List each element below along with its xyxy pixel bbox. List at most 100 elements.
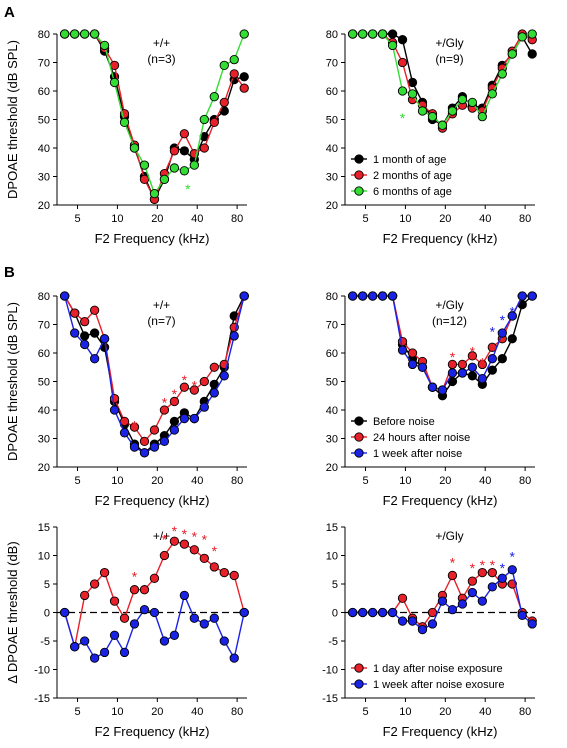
data-point-blue: [387, 291, 398, 301]
x-tick-label: 80: [231, 706, 243, 718]
y-tick-label: -5: [40, 636, 50, 648]
data-point-blue: [119, 647, 130, 658]
y-tick-label: 80: [326, 29, 338, 41]
data-point-blue: [99, 334, 110, 344]
x-axis-title: F2 Frequency (kHz): [383, 493, 498, 508]
data-point-red: [99, 567, 110, 578]
data-point-blue: [527, 619, 537, 629]
x-tick-label: 80: [519, 213, 531, 225]
data-point-red: [189, 385, 199, 395]
data-point-blue: [80, 339, 90, 350]
data-point-blue: [149, 607, 160, 618]
significance-star: *: [192, 529, 198, 545]
legend-marker: [354, 416, 364, 426]
data-point-blue: [487, 582, 497, 592]
significance-star: *: [510, 549, 516, 565]
x-tick-label: 20: [439, 213, 451, 225]
data-point-blue: [70, 328, 80, 338]
legend-label: Before noise: [373, 416, 435, 428]
y-tick-label: 80: [326, 291, 338, 303]
data-point-blue: [368, 607, 378, 618]
y-tick-label: 50: [38, 115, 50, 127]
series-line-red: [64, 540, 245, 647]
data-point-blue: [358, 291, 368, 301]
data-point-red: [477, 359, 487, 370]
x-tick-label: 40: [191, 475, 203, 487]
data-point-blue: [397, 616, 408, 626]
significance-star: *: [182, 372, 188, 388]
data-point-red: [129, 585, 140, 595]
x-tick-label: 20: [439, 475, 451, 487]
data-point-blue: [179, 590, 190, 601]
data-point-blue: [487, 354, 497, 364]
x-tick-label: 20: [151, 706, 163, 718]
data-point-blue: [407, 616, 418, 626]
data-point-red: [219, 567, 229, 578]
y-tick-label: -10: [322, 665, 338, 677]
data-point-blue: [219, 371, 229, 381]
data-point-green: [527, 29, 537, 39]
chart-panel-3: 20 30 40 50 60 70 80 5 10 20 40 80 F2 Frequency (kHz…: [5, 291, 249, 508]
significance-star: *: [500, 312, 506, 328]
data-point-blue: [467, 362, 478, 372]
chart-panel-1: 20 30 40 50 60 70 80 5 10 20 40 80 F2 Frequency (kHz…: [5, 29, 249, 246]
data-point-black: [407, 77, 418, 88]
x-axis-title: F2 Frequency (kHz): [383, 724, 498, 739]
data-point-red: [119, 416, 130, 427]
x-tick-label: 10: [399, 706, 411, 718]
data-point-green: [129, 143, 140, 153]
data-point-green: [427, 112, 438, 122]
y-tick-label: 80: [38, 29, 50, 41]
y-tick-label: -10: [34, 665, 50, 677]
legend-label: 1 month of age: [373, 154, 446, 166]
y-tick-label: 40: [326, 143, 338, 155]
data-point-black: [397, 35, 408, 45]
significance-star: *: [162, 395, 168, 411]
data-point-green: [70, 29, 80, 39]
x-tick-label: 40: [479, 706, 491, 718]
y-tick-label: 40: [38, 405, 50, 417]
data-point-red: [427, 607, 438, 618]
legend-marker: [354, 679, 364, 689]
x-tick-label: 5: [362, 213, 368, 225]
significance-star: *: [192, 378, 198, 394]
data-point-blue: [169, 425, 180, 435]
y-tick-label: 50: [326, 115, 338, 127]
y-tick-label: 30: [38, 172, 50, 184]
data-point-blue: [239, 607, 249, 618]
y-axis-title: DPOAE threshold (dB SPL): [5, 302, 20, 461]
data-point-black: [179, 146, 190, 156]
x-tick-label: 80: [519, 475, 531, 487]
data-point-blue: [60, 607, 70, 618]
chart-panel-2: 20 30 40 50 60 70 80 5 10 20 40 80 F2 Frequency (kHz…: [326, 29, 537, 246]
data-point-green: [477, 112, 487, 122]
data-point-red: [139, 174, 150, 185]
significance-star: *: [510, 303, 516, 319]
data-point-red: [209, 362, 219, 372]
significance-star: *: [212, 543, 218, 559]
data-point-red: [467, 576, 478, 586]
data-point-blue: [387, 607, 398, 618]
data-point-green: [159, 174, 170, 185]
data-point-blue: [507, 565, 517, 575]
legend-marker: [354, 448, 364, 458]
data-point-red: [149, 573, 160, 583]
data-point-blue: [89, 653, 100, 663]
x-tick-label: 40: [479, 475, 491, 487]
significance-star: *: [490, 323, 496, 339]
data-point-green: [179, 166, 190, 176]
data-point-green: [109, 77, 120, 88]
data-point-red: [139, 436, 150, 446]
data-point-red: [70, 308, 80, 318]
y-tick-label: 70: [38, 58, 50, 70]
significance-star: *: [480, 355, 486, 371]
x-tick-label: 10: [399, 475, 411, 487]
data-point-red: [169, 146, 180, 156]
data-point-blue: [517, 610, 527, 620]
y-tick-label: 0: [44, 608, 50, 620]
data-point-red: [477, 567, 487, 578]
data-point-green: [219, 60, 229, 70]
data-point-black: [497, 354, 507, 364]
data-point-blue: [348, 607, 358, 618]
data-point-blue: [477, 596, 487, 606]
